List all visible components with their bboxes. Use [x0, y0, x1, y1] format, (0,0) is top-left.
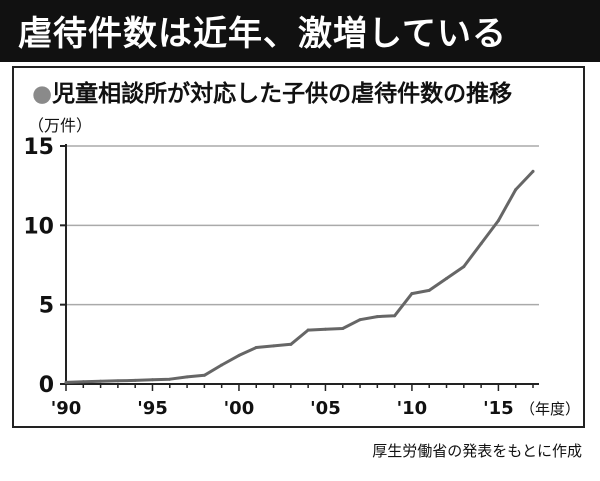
- x-axis-label: （年度）: [520, 400, 580, 418]
- data-point: [341, 326, 345, 330]
- x-tick-label: '05: [310, 398, 341, 419]
- x-tick-label: '95: [137, 398, 168, 419]
- data-point: [168, 377, 172, 381]
- chart-title: ●児童相談所が対応した子供の虐待件数の推移: [32, 74, 512, 108]
- bullet-icon: ●: [32, 81, 53, 107]
- data-point: [202, 373, 206, 377]
- series-line: [64, 169, 535, 384]
- data-point: [64, 380, 68, 384]
- headline: 虐待件数は近年、激増している: [18, 14, 507, 54]
- data-point: [462, 265, 466, 269]
- data-point: [479, 242, 483, 246]
- y-tick-label: 0: [39, 373, 54, 398]
- data-point: [99, 379, 103, 383]
- x-tick-label: '15: [483, 398, 514, 419]
- y-axis-unit-label: （万件）: [28, 116, 93, 135]
- data-point: [272, 344, 276, 348]
- y-tick-label: 5: [39, 294, 54, 319]
- data-point: [116, 379, 120, 383]
- data-point: [496, 219, 500, 223]
- data-point: [531, 169, 535, 173]
- y-tick-label: 10: [23, 214, 54, 239]
- data-point: [427, 288, 431, 292]
- data-point: [306, 328, 310, 332]
- data-point: [185, 375, 189, 379]
- data-point: [237, 353, 241, 357]
- source-note: 厚生労働省の発表をもとに作成: [372, 442, 582, 460]
- data-point: [375, 315, 379, 319]
- x-tick-label: '00: [224, 398, 255, 419]
- x-tick-label: '90: [51, 398, 82, 419]
- data-points: [64, 169, 535, 384]
- data-point: [445, 276, 449, 280]
- data-point: [323, 327, 327, 331]
- chart-frame: [12, 66, 585, 428]
- data-point: [133, 378, 137, 382]
- data-point: [81, 380, 85, 384]
- chart-title-text: 児童相談所が対応した子供の虐待件数の推移: [52, 81, 513, 107]
- headline-bar: 虐待件数は近年、激増している: [0, 0, 600, 62]
- data-point: [150, 378, 154, 382]
- x-tick-label: '10: [397, 398, 428, 419]
- data-point: [220, 363, 224, 367]
- data-point: [289, 342, 293, 346]
- data-point: [358, 318, 362, 322]
- data-point: [393, 314, 397, 318]
- data-point: [514, 188, 518, 192]
- y-tick-label: 15: [23, 135, 54, 160]
- data-point: [254, 346, 258, 350]
- data-point: [410, 292, 414, 296]
